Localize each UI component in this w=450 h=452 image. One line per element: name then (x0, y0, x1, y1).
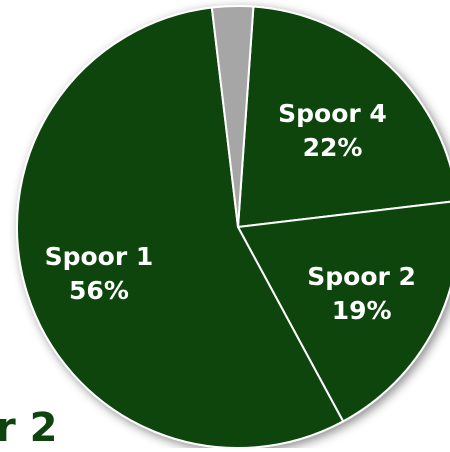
pie-slice-spoor-4 (237, 5, 450, 228)
slice-percent-label: 19% (332, 296, 392, 325)
slice-category-label: Spoor 2 (307, 262, 416, 291)
slice-category-label: Spoor 1 (45, 242, 154, 271)
slice-label-spoor-1: Spoor 1 56% (45, 242, 154, 305)
slice-label-spoor-2: Spoor 2 19% (307, 262, 416, 325)
pie-slice-spoor-2 (237, 200, 450, 423)
partial-caption-text: r 2 (0, 405, 58, 451)
slice-percent-label: 22% (303, 133, 363, 162)
slice-percent-label: 56% (69, 276, 129, 305)
slice-category-label: Spoor 4 (278, 99, 387, 128)
slice-label-spoor-4: Spoor 4 22% (278, 99, 387, 162)
pie-slice-unlabeled (210, 5, 255, 228)
